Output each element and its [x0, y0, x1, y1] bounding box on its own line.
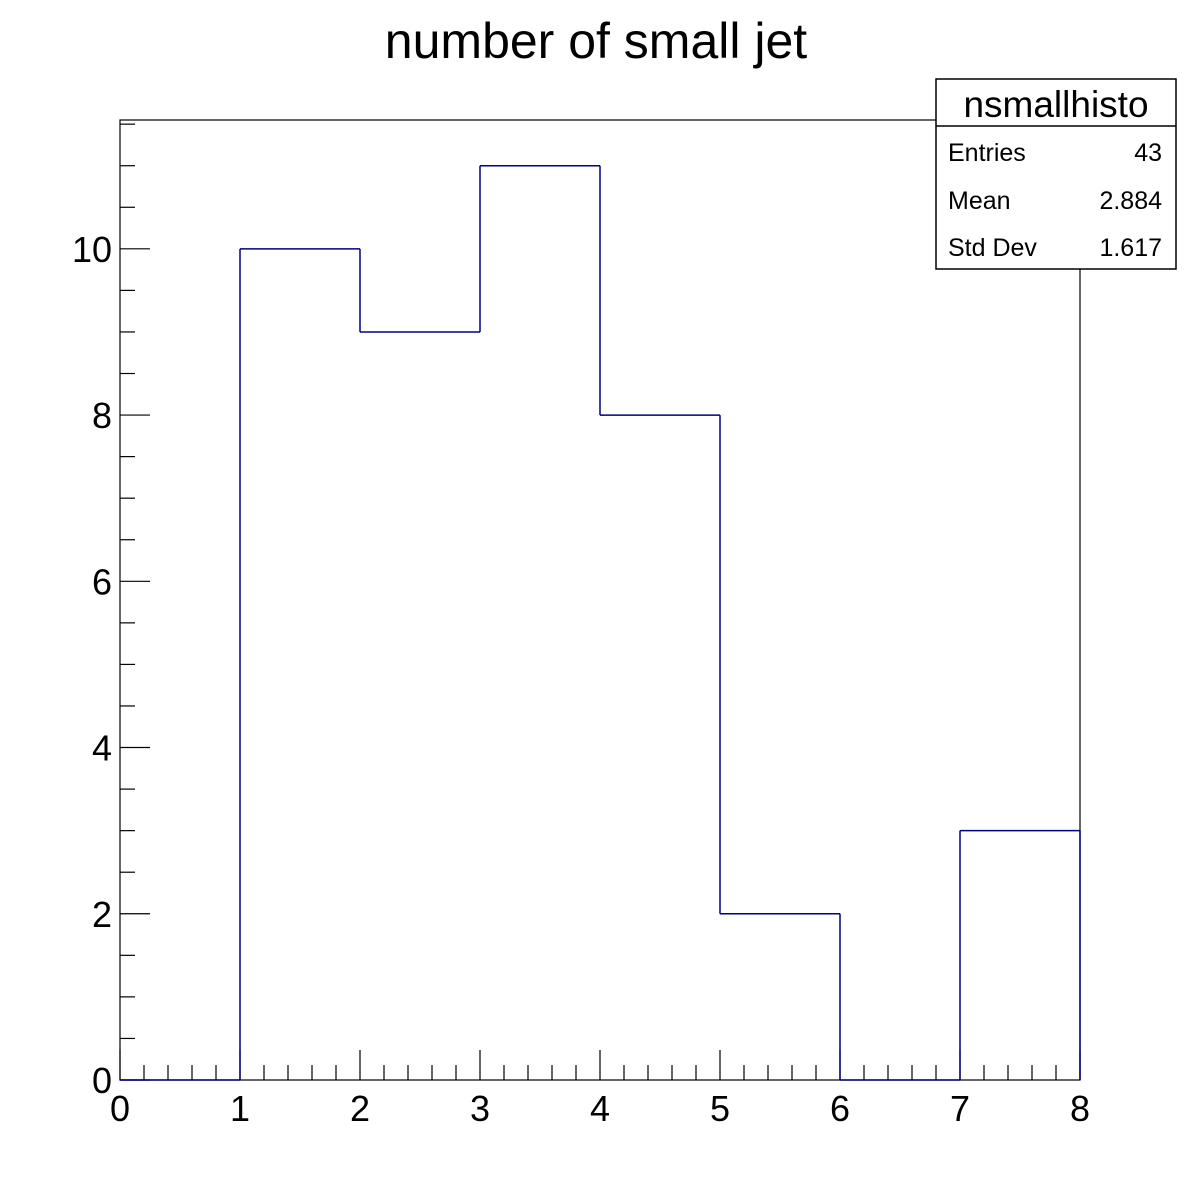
stats-entries-label: Entries: [948, 139, 1026, 167]
axes: 0 2 4 6 8 10 0 1 2 3 4 5 6 7 8: [72, 119, 1090, 1129]
x-tick-label: 8: [1070, 1088, 1090, 1129]
stats-stddev-label: Std Dev: [948, 234, 1037, 262]
x-tick-label: 2: [350, 1088, 370, 1129]
x-tick-label: 3: [470, 1088, 490, 1129]
stats-stddev-value: 1.617: [1099, 234, 1162, 262]
stats-box: nsmallhisto Entries 43 Mean 2.884 Std De…: [935, 78, 1177, 270]
stats-box-frame: [935, 78, 1177, 270]
y-tick-label: 10: [72, 229, 112, 270]
x-tick-label: 7: [950, 1088, 970, 1129]
x-tick-label: 0: [110, 1088, 130, 1129]
stats-box-title: nsmallhisto: [963, 84, 1148, 125]
x-tick-label: 6: [830, 1088, 850, 1129]
chart-title: number of small jet: [385, 13, 807, 69]
histogram: [120, 164, 1081, 1081]
y-tick-label: 8: [92, 395, 112, 436]
y-tick-label: 2: [92, 894, 112, 935]
x-tick-label: 5: [710, 1088, 730, 1129]
x-tick-label: 4: [590, 1088, 610, 1129]
stats-entries-value: 43: [1134, 139, 1162, 167]
stats-mean-value: 2.884: [1099, 187, 1162, 215]
y-tick-label: 4: [92, 728, 112, 769]
x-tick-label: 1: [230, 1088, 250, 1129]
y-tick-label: 6: [92, 561, 112, 602]
y-tick-label: 0: [92, 1060, 112, 1101]
stats-mean-label: Mean: [948, 187, 1011, 215]
